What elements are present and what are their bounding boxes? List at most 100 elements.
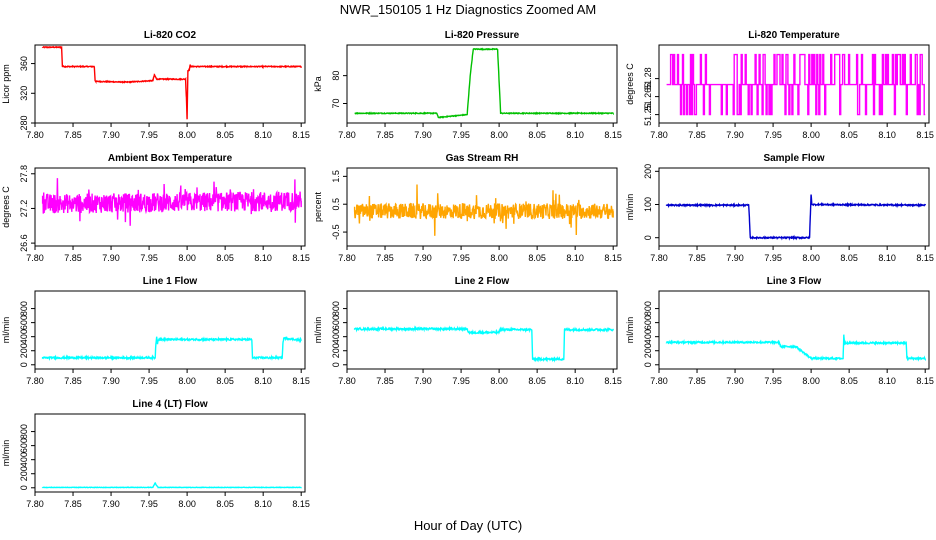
x-tick-label: 8.15: [604, 376, 622, 386]
y-tick-label: 800: [19, 424, 29, 439]
x-tick-label: 7.95: [764, 376, 782, 386]
series-line: [353, 325, 614, 363]
x-tick-label: 7.85: [64, 376, 82, 386]
y-axis-label: ml/min: [313, 317, 323, 344]
x-tick-label: 8.15: [604, 130, 622, 140]
figure-title: NWR_150105 1 Hz Diagnostics Zoomed AM: [339, 2, 597, 17]
y-tick-label: 360: [19, 56, 29, 71]
x-tick-label: 8.00: [490, 253, 508, 263]
plot-frame: [658, 44, 930, 124]
panel-title: Line 1 Flow: [143, 276, 198, 287]
x-tick-label: 8.00: [802, 130, 820, 140]
y-tick-label: 400: [331, 329, 341, 344]
y-tick-label: 100: [643, 197, 653, 212]
x-tick-label: 8.00: [178, 253, 196, 263]
x-tick-label: 8.15: [292, 376, 310, 386]
panel-co2: Li-820 CO2 Licor ppm 7.80 7.85 7.90 7.95 8.00 8…: [1, 30, 310, 140]
y-tick-label: 280: [19, 115, 29, 130]
panel-title: Line 3 Flow: [767, 276, 822, 287]
x-tick-label: 8.15: [292, 253, 310, 263]
x-tick-label: 8.15: [916, 376, 934, 386]
x-tick-label: 8.15: [292, 130, 310, 140]
y-tick-label: 600: [19, 438, 29, 453]
x-tick-label: 7.85: [376, 253, 394, 263]
x-tick-label: 8.10: [254, 499, 272, 509]
x-tick-label: 7.80: [338, 253, 356, 263]
series-line: [666, 53, 926, 116]
y-tick-label: 0: [643, 362, 653, 367]
plot-frame: [34, 413, 306, 493]
y-tick-label: 200: [331, 343, 341, 358]
plot-frame: [346, 167, 618, 247]
x-tick-label: 7.95: [140, 499, 158, 509]
x-tick-label: 8.00: [178, 499, 196, 509]
panel-title: Line 2 Flow: [455, 276, 510, 287]
x-tick-label: 7.90: [102, 376, 120, 386]
y-tick-label: 0: [19, 485, 29, 490]
x-tick-label: 7.80: [26, 253, 44, 263]
y-axis-label: degrees C: [1, 186, 11, 228]
y-tick-label: 70: [331, 98, 341, 108]
x-tick-label: 8.00: [178, 376, 196, 386]
y-tick-label: 200: [19, 343, 29, 358]
y-tick-label: 0: [19, 362, 29, 367]
panel-title: Sample Flow: [763, 153, 824, 164]
plot-frame: [34, 290, 306, 370]
x-tick-label: 7.85: [376, 376, 394, 386]
x-tick-label: 8.00: [802, 376, 820, 386]
x-tick-label: 8.15: [916, 253, 934, 263]
x-tick-label: 8.10: [566, 130, 584, 140]
y-tick-label: 80: [331, 71, 341, 81]
y-tick-label: 0: [331, 362, 341, 367]
y-tick-label: 26.6: [19, 234, 29, 252]
x-tick-label: 7.90: [414, 130, 432, 140]
x-tick-label: 7.95: [764, 130, 782, 140]
y-axis-label: Licor ppm: [1, 64, 11, 104]
x-tick-label: 8.05: [528, 376, 546, 386]
y-axis-label: ml/min: [1, 317, 11, 344]
x-tick-label: 8.05: [840, 130, 858, 140]
panel-ambient: Ambient Box Temperature degrees C 7.80 7.85…: [1, 153, 310, 263]
y-tick-label: 1.5: [331, 170, 341, 183]
x-tick-label: 7.90: [102, 253, 120, 263]
x-tick-label: 7.85: [688, 376, 706, 386]
y-axis-label: ml/min: [625, 194, 635, 221]
x-tick-label: 7.85: [376, 130, 394, 140]
x-tick-label: 8.15: [604, 253, 622, 263]
y-tick-label: 400: [19, 452, 29, 467]
x-tick-label: 7.95: [452, 253, 470, 263]
y-tick-label: -0.5: [331, 224, 341, 240]
x-tick-label: 8.05: [216, 130, 234, 140]
x-tick-label: 8.05: [216, 376, 234, 386]
panel-pressure: Li-820 Pressure kPa 7.80 7.85 7.90 7.95 8.00 8.…: [313, 30, 622, 140]
series-line: [354, 47, 614, 119]
y-tick-label: 0: [643, 235, 653, 240]
x-tick-label: 8.05: [216, 499, 234, 509]
x-tick-label: 8.10: [566, 376, 584, 386]
plot-frame: [34, 167, 306, 247]
x-tick-label: 7.95: [140, 376, 158, 386]
x-tick-label: 7.80: [338, 376, 356, 386]
x-tick-label: 8.00: [490, 376, 508, 386]
x-tick-label: 8.05: [528, 253, 546, 263]
x-tick-label: 7.95: [764, 253, 782, 263]
y-tick-label: 200: [643, 164, 653, 179]
panel-temperature: Li-820 Temperature degrees C 7.80 7.85 7.90 7…: [625, 30, 934, 140]
panel-title: Line 4 (LT) Flow: [132, 399, 208, 410]
panel-line2: Line 2 Flow ml/min 7.80 7.85 7.90 7.95 8.00 8.0…: [313, 276, 622, 386]
y-tick-label: 400: [19, 329, 29, 344]
y-tick-label: 800: [19, 301, 29, 316]
panel-title: Gas Stream RH: [446, 153, 519, 164]
panel-line3: Line 3 Flow ml/min 7.80 7.85 7.90 7.95 8.00 8.0…: [625, 276, 934, 386]
x-tick-label: 8.00: [490, 130, 508, 140]
series-line: [665, 334, 926, 362]
x-tick-label: 7.80: [26, 376, 44, 386]
y-tick-label: 51.265: [643, 83, 653, 111]
plot-frame: [346, 44, 618, 124]
x-tick-label: 7.80: [650, 130, 668, 140]
y-tick-label: 320: [19, 86, 29, 101]
x-tick-label: 7.80: [338, 130, 356, 140]
series-line: [41, 45, 302, 120]
y-tick-label: 27.2: [19, 200, 29, 218]
